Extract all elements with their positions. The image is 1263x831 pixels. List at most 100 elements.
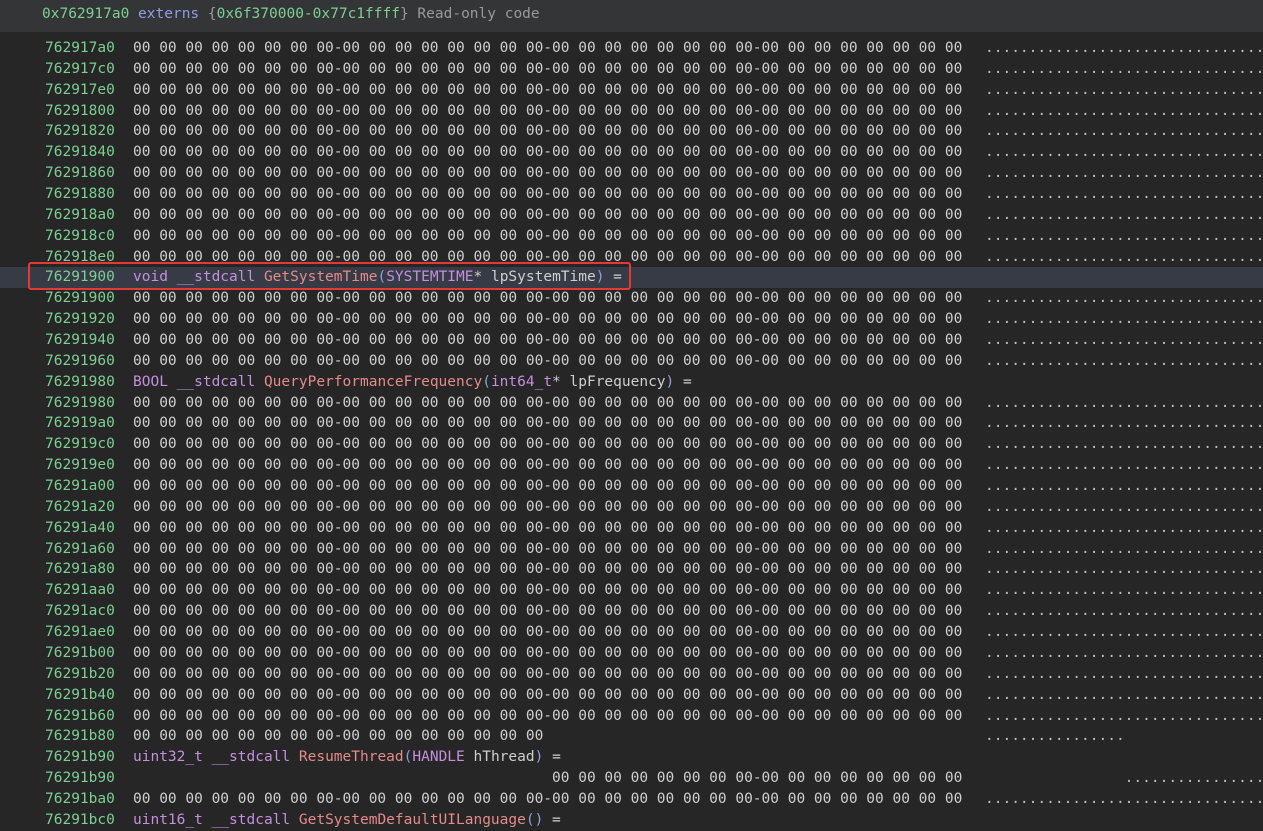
hex-row[interactable]: 762919e0 00 00 00 00 00 00 00 00-00 00 00… bbox=[0, 455, 1263, 476]
ascii-text[interactable]: ................................ bbox=[985, 665, 1263, 682]
hex-row[interactable]: 76291980 00 00 00 00 00 00 00 00-00 00 00… bbox=[0, 393, 1263, 414]
address[interactable]: 762918e0 bbox=[45, 248, 115, 265]
ascii-text[interactable]: ................................ bbox=[985, 332, 1263, 349]
hex-bytes[interactable]: 00 00 00 00 00 00 00 00-00 00 00 00 00 0… bbox=[133, 707, 963, 724]
address[interactable]: 76291980 bbox=[45, 394, 115, 411]
ascii-text[interactable]: ................................ bbox=[985, 415, 1263, 432]
hex-bytes[interactable]: 00 00 00 00 00 00 00 00-00 00 00 00 00 0… bbox=[133, 603, 963, 620]
ascii-text[interactable]: ................................ bbox=[985, 206, 1263, 223]
address[interactable]: 76291800 bbox=[45, 102, 115, 119]
function-signature[interactable]: uint16_t __stdcall GetSystemDefaultUILan… bbox=[133, 810, 561, 831]
function-signature[interactable]: uint32_t __stdcall ResumeThread(HANDLE h… bbox=[133, 747, 561, 768]
address[interactable]: 76291960 bbox=[45, 352, 115, 369]
section-range[interactable]: 0x6f370000-0x77c1ffff bbox=[216, 6, 400, 22]
ascii-text[interactable]: ................................ bbox=[985, 40, 1263, 56]
ascii-text[interactable]: ................................ bbox=[985, 436, 1263, 453]
function-name[interactable]: GetSystemDefaultUILanguage bbox=[298, 811, 526, 828]
hex-row[interactable]: 76291a40 00 00 00 00 00 00 00 00-00 00 00… bbox=[0, 518, 1263, 539]
hex-bytes[interactable]: 00 00 00 00 00 00 00 00-00 00 00 00 00 0… bbox=[133, 436, 963, 453]
hex-bytes[interactable]: 00 00 00 00 00 00 00 00-00 00 00 00 00 0… bbox=[133, 40, 963, 56]
address[interactable]: 76291900 bbox=[45, 269, 115, 286]
hex-row[interactable]: 76291a60 00 00 00 00 00 00 00 00-00 00 00… bbox=[0, 539, 1263, 560]
address[interactable]: 76291a20 bbox=[45, 498, 115, 515]
ascii-text[interactable]: ................................ bbox=[985, 686, 1263, 703]
address[interactable]: 762919c0 bbox=[45, 436, 115, 453]
function-name[interactable]: GetSystemTime bbox=[263, 269, 378, 286]
address[interactable]: 76291840 bbox=[45, 144, 115, 161]
ascii-text[interactable]: ................................ bbox=[985, 165, 1263, 182]
hex-bytes[interactable]: 00 00 00 00 00 00 00 00-00 00 00 00 00 0… bbox=[133, 582, 963, 599]
address[interactable]: 76291ba0 bbox=[45, 790, 115, 807]
address[interactable]: 76291b00 bbox=[45, 644, 115, 661]
address[interactable]: 76291ac0 bbox=[45, 603, 115, 620]
ascii-text[interactable]: ................................ bbox=[985, 790, 1263, 807]
ascii-text[interactable]: ................................ bbox=[985, 123, 1263, 140]
ascii-text[interactable]: ................................ bbox=[985, 227, 1263, 244]
hex-row[interactable]: 76291820 00 00 00 00 00 00 00 00-00 00 00… bbox=[0, 121, 1263, 142]
hex-bytes[interactable]: 00 00 00 00 00 00 00 00-00 00 00 00 00 0… bbox=[133, 415, 963, 432]
address[interactable]: 76291920 bbox=[45, 311, 115, 328]
ascii-text[interactable]: ................................ bbox=[985, 519, 1263, 536]
hex-row[interactable]: 762918e0 00 00 00 00 00 00 00 00-00 00 00… bbox=[0, 247, 1263, 268]
address[interactable]: 76291820 bbox=[45, 123, 115, 140]
ascii-text[interactable]: ................................ bbox=[985, 624, 1263, 641]
ascii-text[interactable]: ................................ bbox=[985, 311, 1263, 328]
ascii-text[interactable]: ................................ bbox=[985, 540, 1263, 557]
ascii-text[interactable]: ................ bbox=[985, 728, 1125, 745]
ascii-text[interactable]: ................................ bbox=[985, 582, 1263, 599]
address[interactable]: 76291860 bbox=[45, 165, 115, 182]
ascii-text[interactable]: ................................ bbox=[985, 81, 1263, 98]
address[interactable]: 76291bc0 bbox=[45, 811, 115, 828]
address[interactable]: 762919e0 bbox=[45, 457, 115, 474]
hex-row[interactable]: 76291a20 00 00 00 00 00 00 00 00-00 00 00… bbox=[0, 497, 1263, 518]
ascii-text[interactable]: ................................ bbox=[985, 478, 1263, 495]
hex-row[interactable]: 762917e0 00 00 00 00 00 00 00 00-00 00 00… bbox=[0, 80, 1263, 101]
ascii-text[interactable]: ................................ bbox=[985, 498, 1263, 515]
hex-row[interactable]: 76291a80 00 00 00 00 00 00 00 00-00 00 00… bbox=[0, 559, 1263, 580]
hex-row[interactable]: 76291ba0 00 00 00 00 00 00 00 00-00 00 00… bbox=[0, 789, 1263, 810]
address[interactable]: 76291a40 bbox=[45, 519, 115, 536]
ascii-text[interactable]: ................................ bbox=[985, 457, 1263, 474]
function-row[interactable]: 76291b90 uint32_t __stdcall ResumeThread(… bbox=[0, 747, 1263, 768]
hex-row[interactable]: 76291800 00 00 00 00 00 00 00 00-00 00 00… bbox=[0, 101, 1263, 122]
ascii-text[interactable]: ................................ bbox=[985, 394, 1263, 411]
address[interactable]: 76291aa0 bbox=[45, 582, 115, 599]
address[interactable]: 76291a80 bbox=[45, 561, 115, 578]
hex-row[interactable]: 762919a0 00 00 00 00 00 00 00 00-00 00 00… bbox=[0, 413, 1263, 434]
address[interactable]: 76291b40 bbox=[45, 686, 115, 703]
parameter-type[interactable]: int64_t bbox=[490, 373, 553, 390]
address[interactable]: 762917c0 bbox=[45, 60, 115, 77]
hex-row[interactable]: 762918a0 00 00 00 00 00 00 00 00-00 00 00… bbox=[0, 205, 1263, 226]
hex-bytes[interactable]: 00 00 00 00 00 00 00 00-00 00 00 00 00 0… bbox=[133, 624, 963, 641]
hex-bytes[interactable]: 00 00 00 00 00 00 00 00-00 00 00 00 00 0… bbox=[133, 665, 963, 682]
hex-row[interactable]: 76291ae0 00 00 00 00 00 00 00 00-00 00 00… bbox=[0, 622, 1263, 643]
hex-bytes[interactable]: 00 00 00 00 00 00 00 00-00 00 00 00 00 0… bbox=[133, 81, 963, 98]
hex-row[interactable]: 76291880 00 00 00 00 00 00 00 00-00 00 00… bbox=[0, 184, 1263, 205]
function-row[interactable]: 76291980 BOOL __stdcall QueryPerformanceF… bbox=[0, 372, 1263, 393]
parameter-type[interactable]: HANDLE bbox=[412, 749, 465, 766]
function-name[interactable]: ResumeThread bbox=[298, 749, 404, 766]
hex-row[interactable]: 76291b90 00 00 00 00 00 00 00 00-00 00 00… bbox=[0, 768, 1263, 789]
address[interactable]: 76291b90 bbox=[45, 749, 115, 766]
address[interactable]: 76291b20 bbox=[45, 665, 115, 682]
ascii-text[interactable]: ................................ bbox=[985, 707, 1263, 724]
address[interactable]: 762918a0 bbox=[45, 206, 115, 223]
address[interactable]: 76291980 bbox=[45, 373, 115, 390]
hex-bytes[interactable]: 00 00 00 00 00 00 00 00-00 00 00 00 00 0… bbox=[133, 728, 544, 745]
address[interactable]: 762919a0 bbox=[45, 415, 115, 432]
address[interactable]: 762918c0 bbox=[45, 227, 115, 244]
hex-bytes[interactable]: 00 00 00 00 00 00 00 00-00 00 00 00 00 0… bbox=[133, 644, 963, 661]
ascii-text[interactable]: ................................ bbox=[985, 186, 1263, 203]
hex-bytes[interactable]: 00 00 00 00 00 00 00 00-00 00 00 00 00 0… bbox=[133, 394, 963, 411]
hex-bytes[interactable]: 00 00 00 00 00 00 00 00-00 00 00 00 00 0… bbox=[133, 248, 963, 265]
ascii-text[interactable]: ................................ bbox=[985, 248, 1263, 265]
ascii-text[interactable]: ................ bbox=[1124, 770, 1263, 787]
ascii-text[interactable]: ................................ bbox=[985, 561, 1263, 578]
hex-bytes[interactable]: 00 00 00 00 00 00 00 00-00 00 00 00 00 0… bbox=[133, 290, 963, 307]
hex-view[interactable]: 762917a0 00 00 00 00 00 00 00 00-00 00 00… bbox=[0, 38, 1263, 831]
hex-row[interactable]: 762918c0 00 00 00 00 00 00 00 00-00 00 00… bbox=[0, 226, 1263, 247]
hex-bytes[interactable]: 00 00 00 00 00 00 00 00-00 00 00 00 00 0… bbox=[133, 227, 963, 244]
ascii-text[interactable]: ................................ bbox=[985, 60, 1263, 77]
ascii-text[interactable]: ................................ bbox=[985, 290, 1263, 307]
function-row[interactable]: 76291900 void __stdcall GetSystemTime(SYS… bbox=[0, 267, 1263, 289]
